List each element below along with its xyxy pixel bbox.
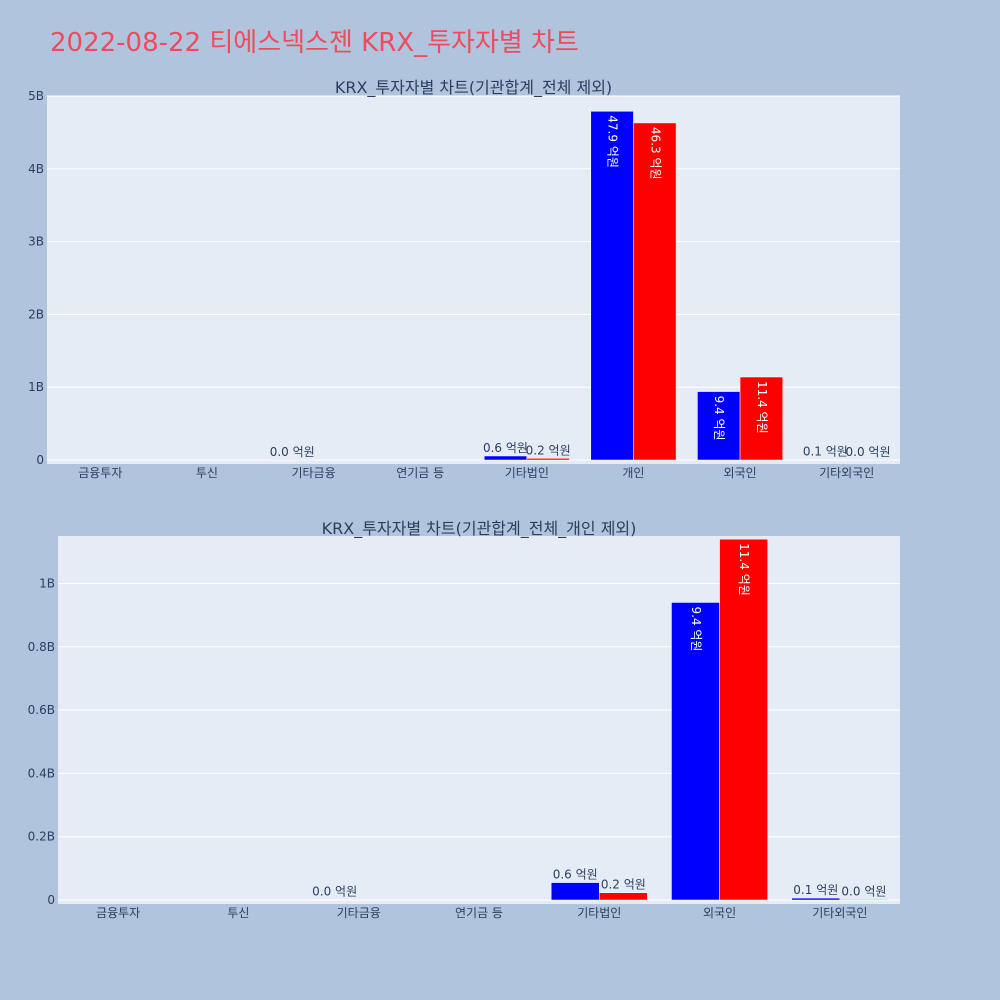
bar [483, 455, 528, 461]
y-tick-label: 0.6B [28, 703, 55, 717]
x-tick-label: 연기금 등 [455, 906, 503, 920]
data-label: 0.1 억원 [793, 883, 838, 897]
page-title: 2022-08-22 티에스넥스젠 KRX_투자자별 차트 [50, 28, 579, 58]
data-label: 46.3 억원 [648, 127, 662, 180]
x-tick-label: 기타법인 [505, 466, 549, 480]
y-tick-label: 1B [39, 576, 55, 590]
x-tick-label: 연기금 등 [396, 466, 444, 480]
data-label: 0.1 억원 [803, 445, 848, 459]
chart-title: KRX_투자자별 차트(기관합계_전체 제외) [335, 78, 612, 98]
x-tick-label: 외국인 [724, 466, 757, 480]
data-label: 11.4 억원 [737, 543, 751, 596]
y-tick-label: 5B [28, 89, 44, 103]
y-tick-label: 2B [28, 307, 44, 321]
y-tick-label: 4B [28, 162, 44, 176]
data-label: 0.6 억원 [483, 441, 528, 455]
bar [839, 899, 889, 901]
bar [599, 892, 648, 901]
data-label: 47.9 억원 [606, 115, 620, 168]
bar [526, 458, 570, 461]
data-label: 0.6 억원 [553, 868, 598, 882]
data-label: 0.0 억원 [846, 445, 891, 459]
x-tick-label: 금융투자 [96, 906, 140, 920]
bar [697, 391, 741, 461]
chart-title: KRX_투자자별 차트(기관합계_전체_개인 제외) [322, 519, 637, 539]
bar [633, 122, 677, 461]
data-label: 9.4 억원 [689, 606, 703, 651]
x-tick-label: 기타금융 [337, 906, 381, 920]
bar [590, 111, 634, 461]
x-tick-label: 투신 [227, 906, 249, 920]
x-tick-label: 기타법인 [577, 906, 621, 920]
x-tick-label: 기타외국인 [819, 466, 874, 480]
data-label: 9.4 억원 [712, 396, 726, 441]
x-tick-label: 개인 [622, 466, 644, 480]
y-tick-label: 0.2B [28, 830, 55, 844]
y-tick-label: 1B [28, 380, 44, 394]
data-label: 11.4 억원 [755, 381, 769, 434]
data-label: 0.0 억원 [841, 884, 886, 898]
data-label: 0.2 억원 [526, 443, 571, 457]
data-label: 0.2 억원 [601, 878, 646, 892]
y-tick-label: 0 [47, 893, 55, 907]
plot-area [58, 536, 900, 904]
chart-2: 0 0.2B 0.4B 0.6B 0.8B 1B KRX_투자자별 차트(기관합계_전체_개… [28, 519, 900, 920]
y-tick-label: 0.8B [28, 640, 55, 654]
y-tick-label: 3B [28, 235, 44, 249]
bar [739, 376, 783, 461]
data-label: 0.0 억원 [270, 445, 315, 459]
x-tick-label: 기타외국인 [812, 906, 867, 920]
x-tick-label: 기타금융 [291, 466, 335, 480]
x-tick-label: 투신 [196, 466, 218, 480]
y-tick-label: 0 [36, 453, 44, 467]
x-tick-label: 금융투자 [78, 466, 122, 480]
y-tick-label: 0.4B [28, 766, 55, 780]
x-tick-label: 외국인 [703, 906, 736, 920]
bar [791, 897, 841, 901]
bar [550, 882, 600, 901]
data-label: 0.0 억원 [312, 885, 357, 899]
chart-1: 0 1B 2B 3B 4B 5B KRX_투자자별 차트(기관합계_전체 제외) 금융투자 투신… [28, 78, 900, 480]
bar [719, 538, 768, 901]
